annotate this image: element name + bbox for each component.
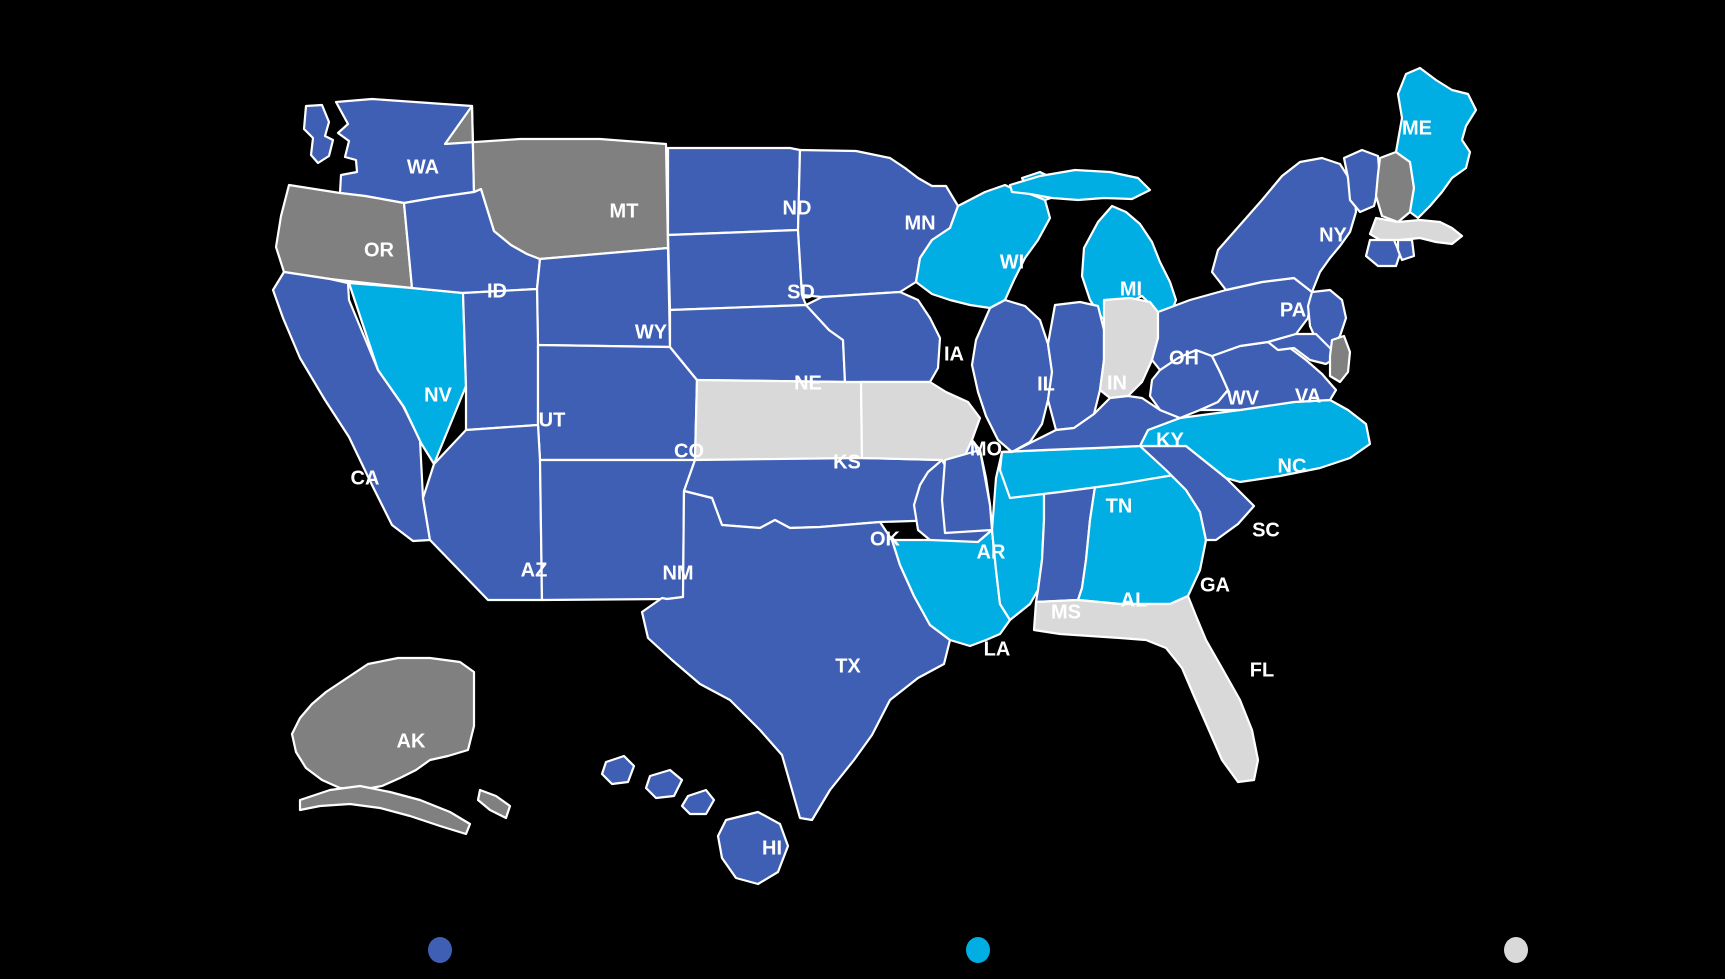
label-CO: CO [674,440,704,462]
state-OH[interactable] [1098,296,1160,400]
label-WA: WA [407,156,439,178]
legend-item-2[interactable] [1504,936,1697,963]
label-MS: MS [1051,601,1081,623]
label-SC: SC [1252,519,1280,541]
label-PA: PA [1280,299,1306,321]
state-OK[interactable] [682,456,947,530]
label-NM: NM [662,562,693,584]
state-TX[interactable] [640,489,952,822]
legend-swatch-light-blue[interactable] [966,936,990,963]
label-ND: ND [783,197,812,219]
state-IA[interactable] [804,290,942,384]
label-GA: GA [1200,574,1230,596]
state-AK[interactable] [290,656,476,792]
label-LA: LA [984,638,1011,660]
label-CA: CA [351,467,380,489]
label-WV: WV [1227,387,1260,409]
state-CT[interactable] [1364,238,1402,268]
us-map-container[interactable]: WA OR CA NV ID MT WY UT AZ CO NM ND SD N… [0,0,1725,920]
us-map-svg[interactable]: WA OR CA NV ID MT WY UT AZ CO NM ND SD N… [0,0,1725,920]
label-ME: ME [1402,117,1432,139]
label-IA: IA [944,343,964,365]
state-WA[interactable] [334,97,476,205]
label-NY: NY [1319,224,1347,246]
label-FL: FL [1250,659,1274,681]
label-IN: IN [1107,372,1127,394]
label-AZ: AZ [521,559,548,581]
label-NC: NC [1278,455,1307,477]
label-TN: TN [1106,495,1133,517]
state-IL[interactable] [970,298,1054,454]
state-AK-islands [298,784,512,836]
label-ID: ID [487,280,507,302]
state-NH[interactable] [1374,150,1416,224]
label-SD: SD [787,281,815,303]
label-AK: AK [397,730,426,752]
label-TX: TX [835,655,861,677]
state-FL[interactable] [1032,594,1260,784]
state-MT[interactable] [443,104,670,261]
state-DE[interactable] [1328,334,1352,384]
label-KY: KY [1156,429,1184,451]
label-UT: UT [539,409,566,431]
label-HI: HI [762,837,782,859]
map-legend [0,920,1725,979]
state-ME[interactable] [1394,66,1478,220]
label-OK: OK [870,528,901,550]
legend-swatch-dark-blue[interactable] [428,936,452,963]
label-WY: WY [635,321,668,343]
label-VA: VA [1295,385,1321,407]
state-AR2 [940,448,994,535]
legend-item-0[interactable] [428,936,621,963]
label-OR: OR [364,239,395,261]
label-NE: NE [794,372,822,394]
state-IN[interactable] [1046,300,1106,432]
legend-item-1[interactable] [966,936,1159,963]
state-UT[interactable] [461,287,540,432]
state-ND[interactable] [666,146,802,237]
state-KS[interactable] [693,378,864,462]
state-RI[interactable] [1396,238,1416,262]
legend-swatch-light-gray[interactable] [1504,936,1528,963]
label-KS: KS [833,451,861,473]
label-AL: AL [1121,589,1148,611]
label-MT: MT [610,200,639,222]
label-NV: NV [424,384,452,406]
label-MO: MO [970,438,1002,460]
state-MI-up [1008,168,1152,202]
label-AR: AR [977,541,1006,563]
label-MN: MN [904,212,935,234]
label-WI: WI [1000,251,1024,273]
state-NY[interactable] [1210,156,1358,294]
state-HI[interactable] [600,754,790,886]
label-OH: OH [1169,347,1199,369]
state-OR[interactable] [274,183,414,290]
label-IL: IL [1037,373,1055,395]
state-WA-coast [302,103,335,165]
state-CA[interactable] [271,270,432,543]
legend-row [428,936,1697,963]
label-MI: MI [1120,278,1142,300]
state-SD[interactable] [666,228,808,312]
state-VT[interactable] [1342,148,1382,214]
